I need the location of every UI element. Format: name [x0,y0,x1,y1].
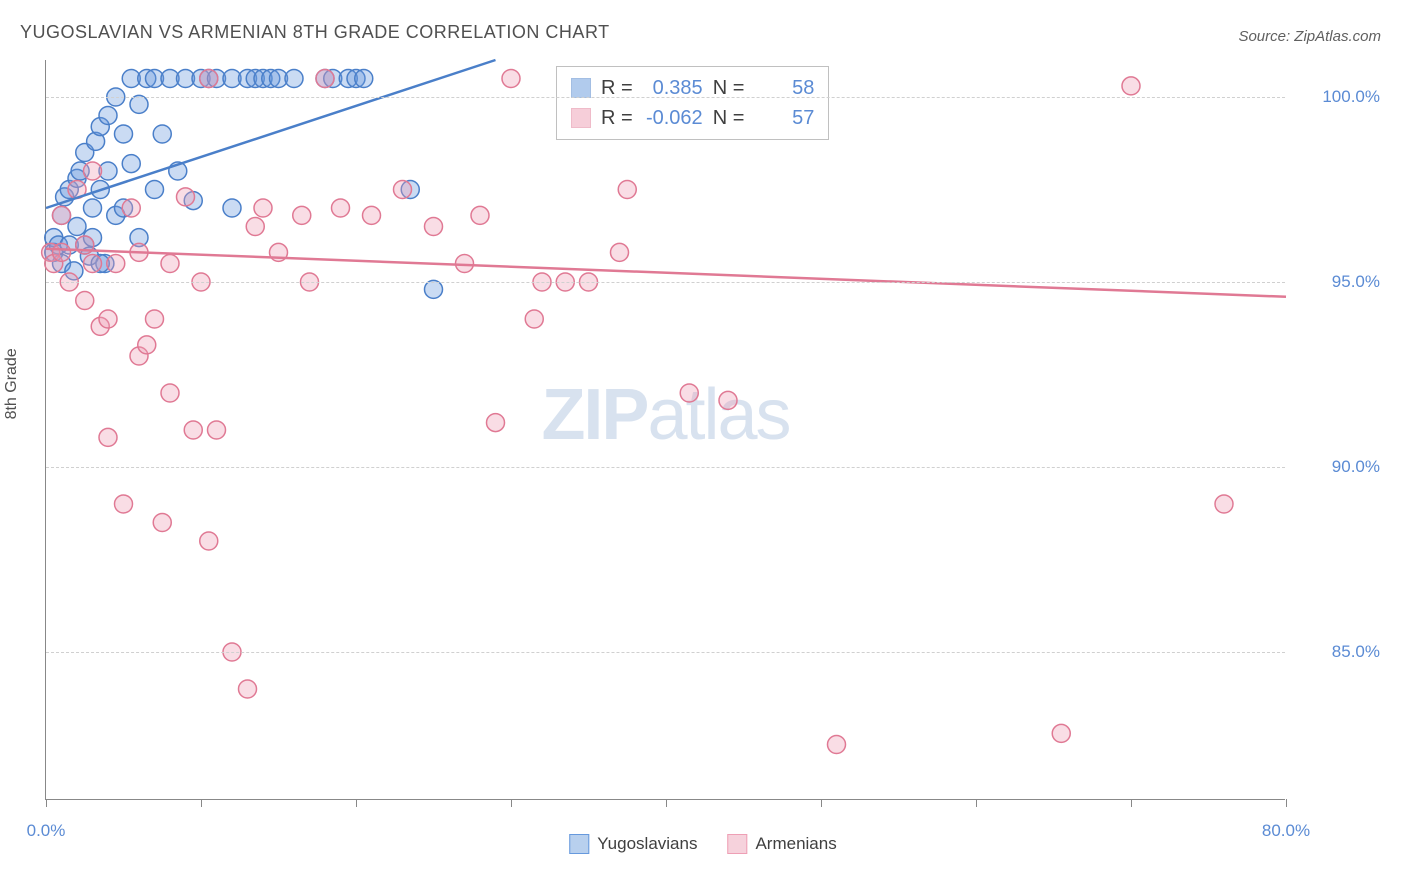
data-point [99,107,117,125]
stats-r-value-1: -0.062 [643,103,703,133]
x-tick [356,799,357,807]
legend-item-0: Yugoslavians [569,834,697,854]
y-axis-label: 8th Grade [3,348,21,419]
data-point [138,336,156,354]
data-point [84,199,102,217]
x-tick-label: 0.0% [27,821,66,841]
stats-n-label-0: N = [713,73,745,103]
data-point [316,70,334,88]
source-attribution: Source: ZipAtlas.com [1238,28,1381,45]
data-point [1052,724,1070,742]
x-tick [821,799,822,807]
legend-bottom: Yugoslavians Armenians [569,834,836,854]
legend-swatch-0 [569,834,589,854]
data-point [84,255,102,273]
data-point [355,70,373,88]
x-tick [46,799,47,807]
data-point [246,218,264,236]
chart-container: YUGOSLAVIAN VS ARMENIAN 8TH GRADE CORREL… [0,0,1406,892]
data-point [146,310,164,328]
stats-n-value-0: 58 [754,73,814,103]
legend-label-0: Yugoslavians [597,834,697,854]
data-point [239,680,257,698]
data-point [177,188,195,206]
data-point [487,414,505,432]
data-point [200,532,218,550]
data-point [184,421,202,439]
data-point [99,428,117,446]
x-tick [1286,799,1287,807]
gridline [46,97,1285,98]
data-point [363,206,381,224]
x-tick [1131,799,1132,807]
stats-n-label-1: N = [713,103,745,133]
data-point [719,391,737,409]
data-point [153,514,171,532]
chart-title: YUGOSLAVIAN VS ARMENIAN 8TH GRADE CORREL… [20,22,610,43]
data-point [332,199,350,217]
plot-svg [46,60,1285,799]
data-point [293,206,311,224]
data-point [425,218,443,236]
stats-r-value-0: 0.385 [643,73,703,103]
data-point [68,218,86,236]
stats-legend-box: R = 0.385 N = 58 R = -0.062 N = 57 [556,66,829,140]
data-point [1122,77,1140,95]
data-point [161,384,179,402]
data-point [84,162,102,180]
y-tick-label: 90.0% [1300,457,1380,477]
data-point [107,255,125,273]
stats-swatch-1 [571,108,591,128]
data-point [471,206,489,224]
y-tick-label: 95.0% [1300,272,1380,292]
data-point [53,243,71,261]
data-point [828,736,846,754]
y-tick-label: 100.0% [1300,87,1380,107]
data-point [223,199,241,217]
data-point [208,421,226,439]
y-tick-label: 85.0% [1300,642,1380,662]
data-point [122,199,140,217]
x-tick [511,799,512,807]
legend-item-1: Armenians [727,834,836,854]
data-point [525,310,543,328]
x-tick-label: 80.0% [1262,821,1310,841]
stats-row-1: R = -0.062 N = 57 [571,103,814,133]
data-point [99,310,117,328]
plot-area: ZIPatlas R = 0.385 N = 58 R = -0.062 N =… [45,60,1285,800]
x-tick [976,799,977,807]
data-point [618,181,636,199]
data-point [502,70,520,88]
stats-r-label-1: R = [601,103,633,133]
data-point [425,280,443,298]
x-tick [201,799,202,807]
data-point [130,95,148,113]
gridline [46,282,1285,283]
stats-swatch-0 [571,78,591,98]
data-point [146,181,164,199]
gridline [46,652,1285,653]
stats-row-0: R = 0.385 N = 58 [571,73,814,103]
data-point [394,181,412,199]
legend-label-1: Armenians [755,834,836,854]
stats-n-value-1: 57 [754,103,814,133]
data-point [680,384,698,402]
trendline [46,249,1286,297]
data-point [285,70,303,88]
data-point [153,125,171,143]
data-point [200,70,218,88]
data-point [611,243,629,261]
data-point [115,495,133,513]
data-point [1215,495,1233,513]
data-point [254,199,272,217]
stats-r-label-0: R = [601,73,633,103]
data-point [161,255,179,273]
x-tick [666,799,667,807]
legend-swatch-1 [727,834,747,854]
data-point [115,125,133,143]
data-point [76,292,94,310]
gridline [46,467,1285,468]
data-point [122,155,140,173]
data-point [53,206,71,224]
